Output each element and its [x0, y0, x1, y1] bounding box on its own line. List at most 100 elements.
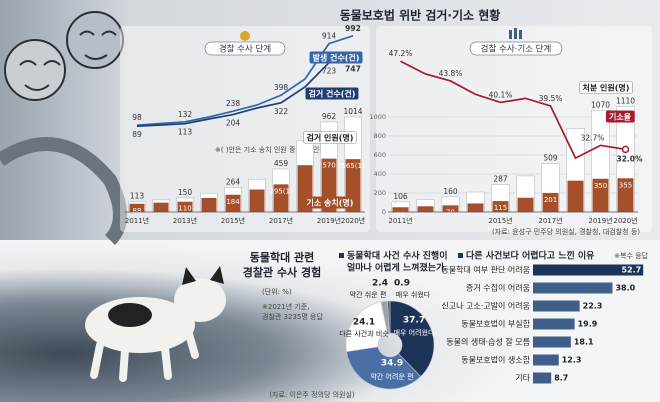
x-tick-label: 2017년 — [269, 216, 293, 225]
y2-tick-label: 200 — [374, 189, 386, 197]
survey-heading: 동물학대 관련 — [250, 250, 315, 264]
bar-value-label: 355 — [619, 181, 632, 189]
survey-heading: 경찰관 수사 경험 — [243, 265, 322, 279]
line-value-label: 914 — [322, 32, 337, 41]
category-label: 동물보호법이 생소함 — [461, 355, 530, 365]
line — [136, 59, 354, 127]
source: (자료: 윤성구 민주당 의원실, 경찰청, 대검찰청 등) — [492, 227, 640, 236]
bar — [467, 203, 484, 212]
bar-value-label: 150 — [178, 188, 193, 197]
bar-value-label: 50 — [396, 210, 405, 218]
subtitle-pill — [204, 41, 286, 56]
donut-category-label: 매우 쉬웠다 — [396, 290, 431, 299]
category-label: 신고나 고소·고발이 어려움 — [441, 301, 530, 311]
note: ※( )안은 기소 송치 인원 중 구속 인원 — [215, 145, 326, 154]
bar — [153, 202, 169, 212]
note: 경찰관 3235명 응답 — [262, 312, 323, 321]
note: ※2021년 기준, — [262, 302, 309, 311]
bar-value-label: 22.3 — [583, 302, 603, 311]
bar-value-label: 1070 — [591, 100, 610, 109]
bar-value-label: 201 — [544, 196, 557, 204]
bar-value-label: 295(1) — [269, 187, 293, 195]
bar-value-label: 570 — [322, 162, 335, 170]
line-value-label: 992 — [345, 24, 361, 33]
bar-value-label: 88 — [133, 207, 142, 215]
legend-box — [303, 196, 357, 209]
legend-label: 기소 송치(명) — [307, 198, 354, 208]
bar — [201, 197, 217, 212]
subtitle: 경찰 수사 단계 — [219, 44, 271, 55]
y2-tick-label: 400 — [374, 170, 386, 178]
question: 동물학대 사건 수사 진행이 — [347, 250, 447, 262]
bar-value-label: 459 — [274, 159, 289, 168]
bar — [592, 178, 609, 212]
cat-patch — [108, 303, 152, 327]
cat-legs — [90, 316, 199, 382]
bar — [533, 336, 571, 348]
bar-value-label: 184 — [226, 198, 240, 206]
unit: (단위: %) — [262, 287, 292, 296]
donut-slice — [345, 301, 388, 352]
donut-value-label: 24.1 — [353, 318, 375, 328]
bar — [517, 197, 534, 212]
bar-value-label: 19.9 — [578, 320, 598, 329]
line-value-label: 238 — [226, 99, 241, 108]
donut-category-label: 다른 사건과 비슷 — [339, 329, 389, 338]
legend-label: 처분 인원(명) — [583, 83, 630, 93]
line-value-label: 204 — [226, 119, 241, 128]
x-tick-label: 2019년 — [588, 216, 612, 225]
icon-bar — [514, 28, 517, 39]
mask-face — [79, 30, 117, 60]
bar — [533, 318, 575, 330]
mask — [4, 39, 66, 101]
x-tick-label: 2011년 — [125, 216, 149, 225]
bar — [273, 184, 289, 212]
donut-value-label: 37.7 — [403, 316, 425, 326]
x-tick-label: 2015년 — [488, 216, 512, 225]
donut-category-label: 매우 어려웠다 — [394, 328, 435, 337]
y2-tick-label: 1000 — [369, 113, 386, 121]
prosecution-icon — [509, 28, 522, 39]
mask — [66, 11, 124, 69]
line-value-label: 89 — [132, 130, 142, 139]
x-tick-label: 2020년 — [341, 216, 365, 225]
question: 다른 사건보다 어렵다고 느낀 이유 — [466, 250, 594, 262]
bar-value-label: 160 — [443, 187, 458, 196]
bar — [533, 264, 644, 276]
note: ※복수 응답 — [614, 251, 648, 260]
bar-value-label: 8.7 — [554, 374, 568, 383]
line-value-label: 40.1% — [489, 90, 513, 99]
icon-bar — [519, 30, 522, 39]
line-value-label: 322 — [274, 107, 289, 116]
line-value-label: 32.0% — [616, 154, 643, 163]
bar-value-label: 287 — [493, 175, 508, 184]
bar-value-label: 12.3 — [562, 356, 582, 365]
category-label: 동물보호법이 부실함 — [461, 319, 530, 329]
x-tick-label: 2015년 — [221, 216, 245, 225]
line-value-label: 723 — [322, 67, 337, 76]
bar — [442, 205, 459, 212]
legend-label: 발생 건수(건) — [313, 53, 360, 63]
x-tick-label: 2011년 — [388, 216, 412, 225]
line-value-label: 39.5% — [539, 94, 563, 103]
cat-illustration — [85, 266, 226, 382]
bar-value-label: 264 — [226, 177, 241, 186]
bar — [392, 207, 409, 212]
donut-slice — [387, 300, 391, 334]
cat-ears — [182, 266, 224, 285]
donut-category-label: 약간 쉬운 편 — [350, 290, 387, 299]
police-badge — [240, 31, 250, 41]
bar-value-label: 113 — [130, 191, 145, 200]
line-value-label: 32.7% — [581, 133, 605, 142]
x-tick-label: 2013년 — [173, 216, 197, 225]
bar-value-label: 110 — [178, 205, 191, 213]
donut-value-label: 2.4 — [372, 279, 388, 289]
y2-tick-label: 800 — [374, 132, 386, 140]
question: 얼마나 어렵게 느껴졌는가 — [347, 262, 445, 274]
legend-box — [309, 51, 363, 64]
bar — [177, 201, 193, 212]
legend-box — [605, 110, 635, 123]
line-value-label: 398 — [274, 83, 289, 92]
source: (자료: 이은주 정의당 의원실) — [269, 390, 355, 399]
bar-value-label: 565(1) — [341, 162, 365, 170]
